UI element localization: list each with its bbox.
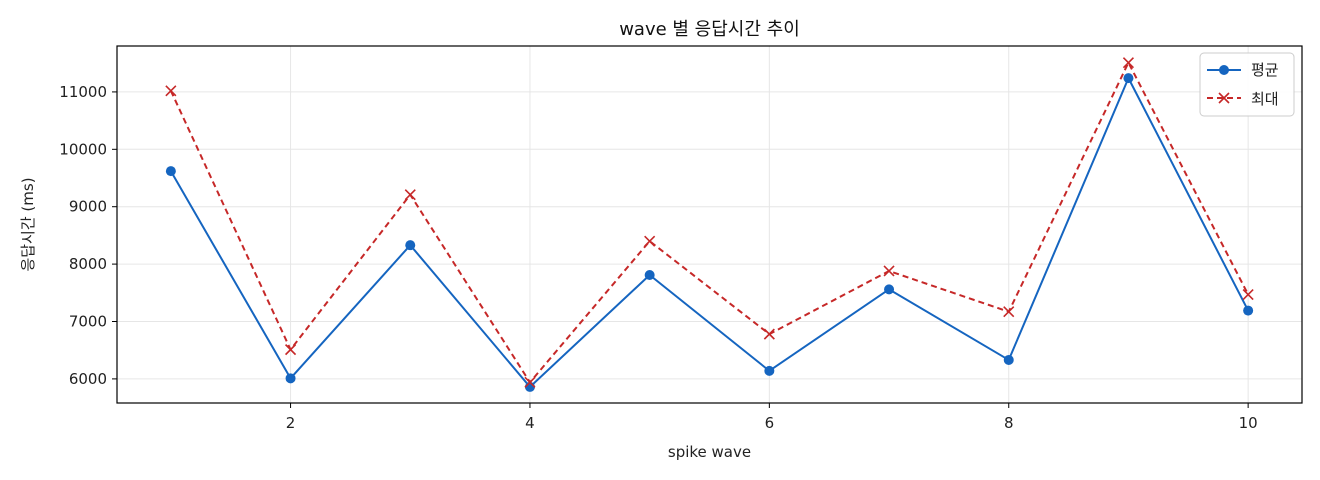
chart-title: wave 별 응답시간 추이 xyxy=(619,19,800,40)
data-point-0 xyxy=(884,284,895,295)
data-point-1 xyxy=(763,328,775,340)
data-point-0 xyxy=(405,240,416,251)
y-tick-label: 8000 xyxy=(69,255,107,273)
data-point-1 xyxy=(524,376,536,388)
legend-label-max: 최대 xyxy=(1251,90,1279,108)
x-axis-title: spike wave xyxy=(668,443,751,461)
data-point-1 xyxy=(284,344,297,356)
y-tick-label: 6000 xyxy=(69,370,107,388)
series-line-0 xyxy=(169,77,1250,388)
y-tick-label: 11000 xyxy=(59,83,107,101)
series-line-1 xyxy=(169,61,1250,384)
y-tick-label: 7000 xyxy=(69,312,107,330)
x-tick-label: 6 xyxy=(765,414,775,432)
data-point-0 xyxy=(165,166,176,177)
data-point-0 xyxy=(644,270,655,281)
data-point-0 xyxy=(764,365,775,376)
data-point-1 xyxy=(404,189,416,201)
data-point-1 xyxy=(1122,57,1135,69)
tick-layer: 2 4 6 8 10 6000 7000 8000 9000 10000 11000 xyxy=(59,83,1257,432)
data-point-1 xyxy=(165,85,177,97)
legend-label-avg: 평균 xyxy=(1251,61,1279,79)
x-tick-label: 8 xyxy=(1004,414,1014,432)
data-point-0 xyxy=(1123,73,1134,84)
grid-layer xyxy=(117,46,1302,403)
y-tick-label: 10000 xyxy=(59,140,107,158)
data-point-0 xyxy=(285,373,296,384)
data-point-1 xyxy=(883,265,895,277)
plot-frame xyxy=(116,45,1303,404)
data-point-1 xyxy=(644,235,656,247)
data-point-0 xyxy=(1243,305,1254,316)
x-tick-label: 2 xyxy=(286,414,296,432)
legend: 평균 최대 xyxy=(1199,52,1295,117)
data-point-0 xyxy=(1003,354,1014,365)
series-layer xyxy=(165,57,1254,392)
x-tick-label: 4 xyxy=(525,414,535,432)
legend-marker-avg xyxy=(1219,65,1229,75)
x-tick-label: 10 xyxy=(1239,414,1258,432)
legend-box xyxy=(1199,52,1295,117)
data-point-1 xyxy=(1242,288,1254,301)
data-point-1 xyxy=(1003,306,1015,318)
legend-marker-max xyxy=(1218,92,1230,104)
y-tick-label: 9000 xyxy=(69,198,107,216)
y-axis-title: 응답시간 (ms) xyxy=(19,177,37,271)
